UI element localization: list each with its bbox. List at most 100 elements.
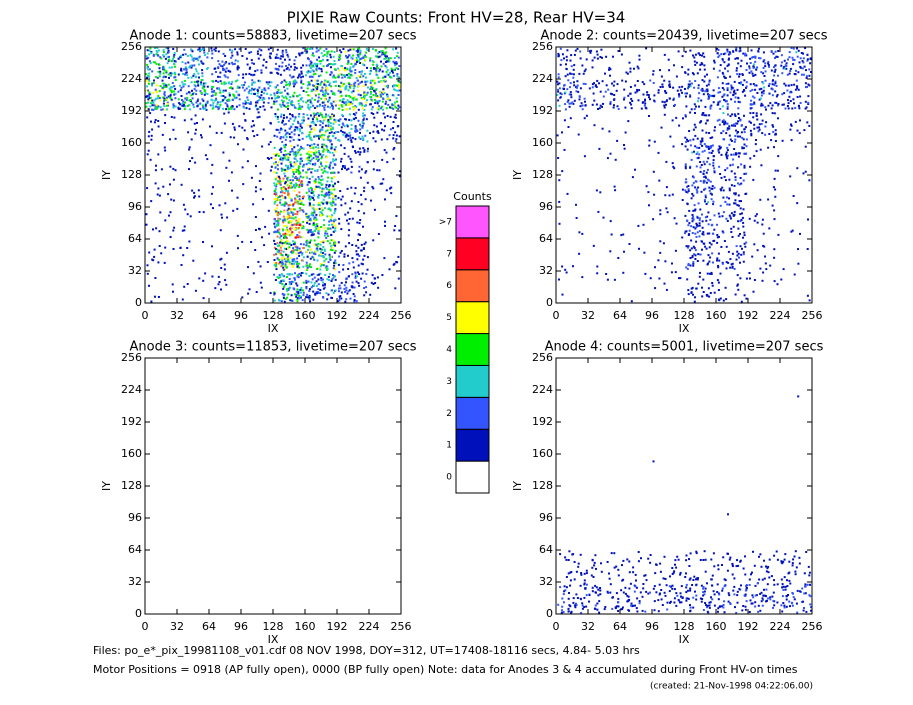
count-dot — [380, 50, 382, 53]
count-dot — [359, 52, 362, 55]
count-dot — [739, 47, 742, 50]
count-dot — [283, 104, 286, 107]
count-dot — [726, 89, 729, 92]
count-dot — [322, 281, 325, 284]
count-dot — [327, 293, 330, 296]
count-dot — [391, 71, 394, 74]
count-dot — [287, 215, 290, 218]
count-dot — [745, 145, 748, 148]
count-dot — [288, 243, 291, 246]
count-dot — [156, 51, 159, 54]
count-dot — [285, 83, 288, 86]
count-dot — [737, 182, 739, 185]
count-dot — [277, 72, 280, 75]
count-dot — [563, 84, 565, 87]
count-dot — [266, 157, 269, 159]
count-dot — [324, 274, 327, 276]
count-dot — [361, 126, 364, 129]
count-dot — [754, 55, 757, 58]
count-dot — [281, 264, 284, 267]
count-dot — [296, 179, 299, 182]
count-dot — [785, 62, 788, 65]
count-dot — [218, 204, 221, 207]
count-dot — [758, 126, 760, 129]
count-dot — [705, 84, 708, 87]
count-dot — [671, 162, 674, 165]
count-dot — [192, 92, 195, 95]
count-dot — [276, 235, 279, 238]
count-dot — [269, 93, 272, 96]
count-dot — [350, 186, 353, 189]
count-dot — [755, 112, 758, 115]
count-dot — [183, 225, 186, 228]
count-dot — [256, 92, 259, 95]
count-dot — [652, 170, 655, 173]
count-dot — [294, 81, 297, 84]
count-dot — [612, 55, 614, 58]
count-dot — [296, 262, 299, 265]
count-dot — [328, 63, 331, 66]
count-dot — [251, 79, 254, 82]
count-dot — [314, 94, 317, 97]
count-dot — [712, 159, 715, 162]
count-dot — [358, 49, 361, 52]
count-dot — [672, 145, 675, 148]
count-dot — [172, 106, 175, 109]
count-dot — [397, 104, 400, 107]
count-dot — [262, 105, 265, 108]
count-dot — [355, 77, 358, 79]
count-dot — [163, 55, 165, 58]
count-dot — [147, 81, 150, 84]
count-dot — [770, 69, 773, 72]
count-dot — [244, 119, 247, 122]
count-dot — [181, 99, 183, 101]
count-dot — [710, 198, 713, 201]
count-dot — [156, 47, 159, 49]
count-dot — [349, 66, 352, 69]
count-dot — [684, 136, 687, 139]
count-dot — [366, 256, 369, 259]
count-dot — [291, 258, 294, 261]
count-dot — [167, 104, 170, 107]
count-dot — [357, 233, 360, 236]
count-dot — [755, 114, 758, 117]
count-dot — [394, 113, 397, 116]
count-dot — [283, 157, 286, 160]
count-dot — [312, 146, 315, 149]
count-dot — [693, 86, 696, 89]
count-dot — [276, 115, 279, 118]
count-dot — [224, 55, 227, 57]
count-dot — [337, 74, 340, 77]
count-dot — [386, 94, 389, 97]
count-dot — [263, 88, 266, 91]
count-dot — [273, 192, 276, 195]
count-dot — [741, 216, 744, 219]
count-dot — [593, 82, 595, 85]
count-dot — [765, 121, 768, 124]
count-dot — [777, 74, 779, 77]
count-dot — [351, 257, 354, 260]
count-dot — [741, 74, 744, 76]
count-dot — [713, 95, 715, 98]
count-dot — [687, 188, 690, 191]
count-dot — [173, 76, 176, 79]
count-dot — [357, 47, 360, 50]
count-dot — [373, 82, 376, 85]
count-dot — [326, 105, 329, 108]
count-dot — [682, 117, 684, 120]
count-dot — [218, 281, 221, 283]
count-dot — [299, 160, 302, 163]
count-dot — [162, 185, 165, 188]
count-dot — [711, 223, 714, 226]
count-dot — [268, 157, 270, 160]
count-dot — [559, 47, 562, 50]
count-dot — [247, 266, 249, 269]
count-dot — [363, 97, 366, 99]
count-dot — [163, 92, 166, 95]
count-dot — [796, 47, 798, 50]
count-dot — [277, 155, 280, 157]
count-dot — [313, 239, 316, 242]
count-dot — [306, 99, 309, 102]
count-dot — [287, 184, 290, 187]
count-dot — [273, 292, 276, 295]
